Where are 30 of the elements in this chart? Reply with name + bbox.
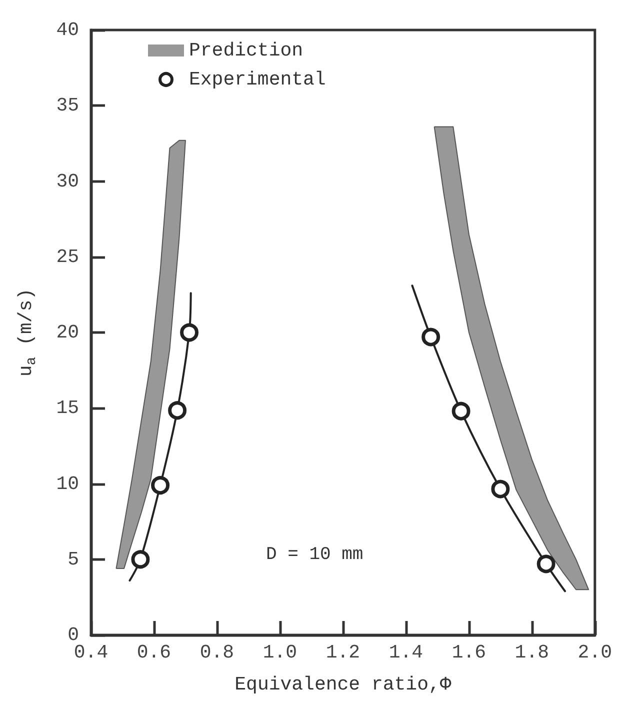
legend-label: Experimental xyxy=(189,68,326,90)
y-tick-label: 40 xyxy=(56,19,79,41)
y-tick-label: 25 xyxy=(56,246,79,268)
line-series xyxy=(411,284,566,592)
point xyxy=(180,323,199,342)
point xyxy=(131,550,150,569)
point xyxy=(422,328,440,346)
x-axis-title: Equivalence ratio,Φ xyxy=(234,674,452,696)
y-tick-label: 30 xyxy=(56,170,79,192)
x-tick-label: 1.2 xyxy=(326,642,360,664)
x-tick-label: 1.6 xyxy=(452,642,486,664)
legend-label: Prediction xyxy=(189,40,304,62)
x-tick-label: 2.0 xyxy=(578,642,612,664)
y-tick-label: 10 xyxy=(56,472,79,495)
y-tick-label: 5 xyxy=(68,548,79,570)
point xyxy=(151,476,170,495)
y-tick-label: 15 xyxy=(56,397,79,420)
point xyxy=(452,402,470,420)
point xyxy=(536,554,556,574)
point xyxy=(491,480,510,498)
y-tick-label: 20 xyxy=(56,322,79,344)
x-tick-label: 1.4 xyxy=(388,642,424,664)
annotation: D = 10 mm xyxy=(266,545,364,565)
x-tick-label: 0.8 xyxy=(200,642,234,664)
y-axis-title: ua (m/s) xyxy=(15,288,40,377)
x-tick-label: 1.0 xyxy=(262,642,298,664)
point xyxy=(168,401,187,420)
y-tick-label: 35 xyxy=(56,94,79,117)
x-tick-label: 0.6 xyxy=(136,642,172,664)
x-tick-label: 1.8 xyxy=(514,642,550,664)
